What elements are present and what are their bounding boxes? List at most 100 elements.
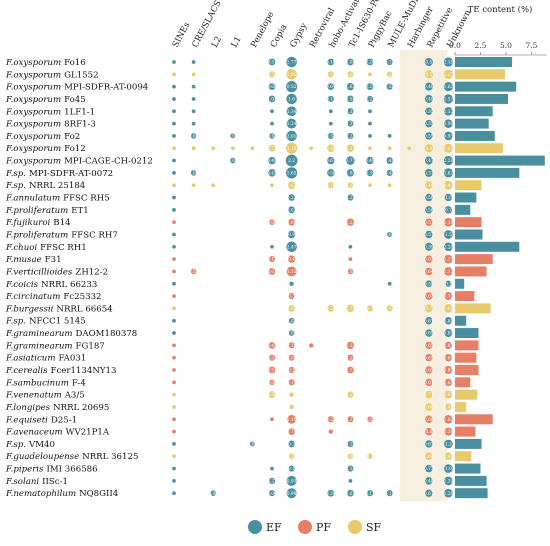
bubble xyxy=(191,183,196,188)
bubble-label: 1.62 xyxy=(346,85,356,90)
row-label-strain: Fc25332 xyxy=(63,292,101,302)
bubble-label: 0.19 xyxy=(287,344,297,349)
bubble-label: 0.34 xyxy=(365,171,375,176)
bubble xyxy=(172,331,176,335)
table-row: F.cerealis Fcer1134NY13 0.51 0.1 0.17 0.65 0.8… xyxy=(5,365,479,376)
bubble xyxy=(172,171,176,175)
bubble xyxy=(444,464,453,473)
bubble xyxy=(387,146,392,151)
bubble-label: 0.49 xyxy=(424,98,434,103)
bubble-label: 1.62 xyxy=(444,171,454,176)
bubble xyxy=(191,109,196,114)
row-label: F.piperis IMI 366586 xyxy=(5,465,98,475)
row-label-genus: F. xyxy=(5,181,13,191)
row-label-strain: ET1 xyxy=(71,206,88,216)
bubble xyxy=(425,218,433,226)
bubble-label: 0.79 xyxy=(287,430,297,435)
bubble-label: 0.31 xyxy=(346,122,356,127)
bar-axis-tick: 2.5 xyxy=(475,41,487,50)
bubble xyxy=(424,82,433,91)
te-bar xyxy=(455,389,478,400)
bubble xyxy=(172,454,176,459)
te-bar xyxy=(455,241,520,252)
bubble xyxy=(346,366,354,374)
bubble-label: 0.17 xyxy=(365,492,375,497)
row-label-strain: NQ8GII4 xyxy=(79,489,119,499)
bubble-label: 2.2 xyxy=(288,159,295,164)
bubble xyxy=(172,183,176,188)
bubble-label: 1.93 xyxy=(346,171,356,176)
bubble-label: 0.25 xyxy=(365,85,375,90)
row-label-species: nematophilum xyxy=(13,489,76,499)
table-row: F.piperis IMI 366586 0.1 0.13 0.73 1.0 xyxy=(5,463,481,475)
bubble-label: 1.15 xyxy=(444,258,454,263)
bubble xyxy=(289,404,294,410)
bubble xyxy=(425,292,433,300)
row-label-strain: 8RF1-3 xyxy=(64,120,96,130)
bubble-label: 1.62 xyxy=(444,85,454,90)
row-label-strain: FA031 xyxy=(58,354,86,364)
row-label-strain: Fo2 xyxy=(64,132,80,142)
bubble xyxy=(366,58,374,66)
bubble-label: 0.13 xyxy=(267,258,277,263)
bubble-label: 1.8 xyxy=(445,196,452,201)
row-label-strain: FFSC RH5 xyxy=(63,194,110,204)
row-label: F.circinatum Fc25332 xyxy=(5,292,102,302)
bubble-label: 0.61 xyxy=(424,381,434,386)
te-bar xyxy=(455,438,482,449)
bubble-label: 0.07 xyxy=(228,135,238,140)
bubble-label: 0.48 xyxy=(424,479,434,484)
bubble xyxy=(444,230,453,239)
bubble xyxy=(347,194,354,201)
row-label-strain: Fo12 xyxy=(64,144,86,154)
row-label: F.solani IISc-1 xyxy=(5,477,68,487)
bubble xyxy=(366,490,374,497)
te-bar xyxy=(455,118,489,129)
bubble xyxy=(268,95,276,103)
bubble xyxy=(172,355,176,360)
table-row: F.graminearum FG187 0.42 0.19 0.32 0.65 0.65 xyxy=(5,340,479,351)
table-row: F.oxysporum Fo45 1.05 1.6 0.11 0.56 0.21 0.49 1.… xyxy=(5,93,508,105)
bubble xyxy=(172,405,176,409)
bubble-label: 2.27 xyxy=(444,73,454,78)
row-label-strain: MPI-CAGE-CH-0212 xyxy=(64,157,153,167)
row-label-genus: F. xyxy=(5,218,13,228)
bubble xyxy=(346,341,355,350)
bubble-label: 0.7 xyxy=(367,307,374,312)
bubble xyxy=(286,266,297,277)
bubble xyxy=(172,294,176,298)
bubble-label: 1.5 xyxy=(445,233,452,238)
bubble-label: 0.04 xyxy=(189,135,199,140)
bubble-label: 0.02 xyxy=(267,221,277,226)
column-header: Copia xyxy=(269,23,290,50)
row-label-species: piperis xyxy=(13,465,44,475)
bubble xyxy=(424,70,433,79)
table-row: F.nematophilum NQ8GII4 0.06 0.06 0.98 0.39 0.6… xyxy=(5,488,488,499)
row-label-strain: B14 xyxy=(53,218,71,228)
bubble-label: 0.56 xyxy=(326,171,336,176)
bubble xyxy=(286,167,298,179)
bubble-label: 0.65 xyxy=(424,344,434,349)
table-row: F.avenaceum WV21P1A 0.79 0.8 0.38 xyxy=(5,426,476,438)
bubble xyxy=(347,182,354,188)
bubble-label: 0.07 xyxy=(287,319,297,324)
bubble xyxy=(347,465,354,472)
bubble-label: 1.16 xyxy=(287,418,297,423)
row-label: F.oxysporum GL1552 xyxy=(5,70,99,80)
row-label-genus: F. xyxy=(5,440,13,450)
te-bar xyxy=(455,426,476,437)
bubble-label: 0.66 xyxy=(424,406,434,411)
bubble xyxy=(190,133,197,139)
bubble-label: 0.5 xyxy=(425,61,432,66)
te-bar xyxy=(455,315,467,326)
bubble xyxy=(289,281,294,286)
bubble-label: 0.71 xyxy=(346,307,356,312)
bubble xyxy=(425,353,433,362)
row-label-strain: VM40 xyxy=(28,440,55,450)
row-label-genus: F. xyxy=(5,206,13,216)
row-label: F.verticillioides ZH12-2 xyxy=(5,267,108,277)
bubble-label: 0.66 xyxy=(424,455,434,460)
bubble xyxy=(309,343,314,348)
bubble xyxy=(347,354,354,361)
bubble xyxy=(288,194,296,201)
